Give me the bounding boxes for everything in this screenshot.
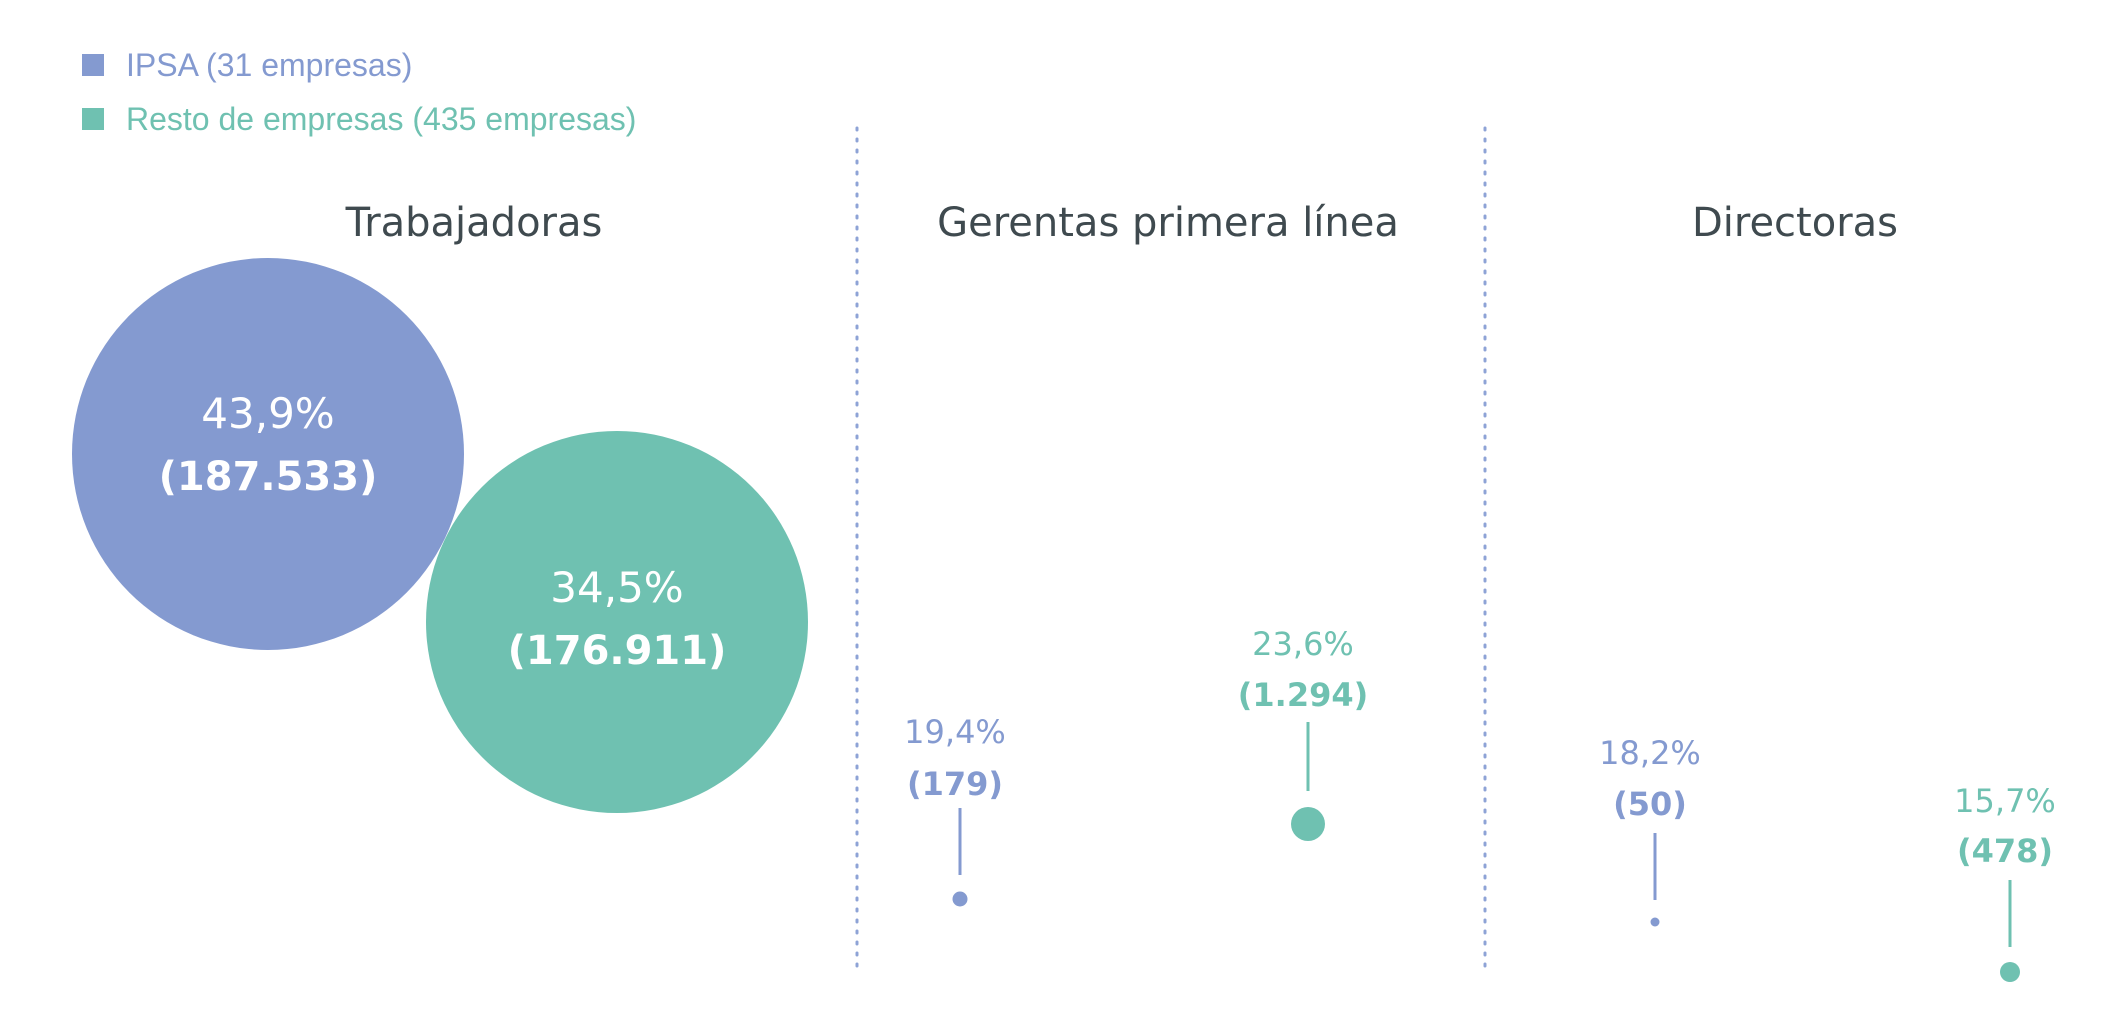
- legend-item-resto: Resto de empresas (435 empresas): [82, 92, 636, 146]
- panel-3-ipsa-percent-label: 18,2%: [1599, 734, 1701, 772]
- panel-1-resto-count-label: (176.911): [508, 628, 727, 674]
- legend-swatch-ipsa: [82, 54, 104, 76]
- panel-1-resto-bubble: [426, 431, 808, 813]
- panel-3-resto-percent-label: 15,7%: [1954, 782, 2056, 820]
- panel-2-resto-percent-label: 23,6%: [1252, 625, 1354, 663]
- panel-3-ipsa-count-label: (50): [1613, 785, 1687, 823]
- panel-2-ipsa-percent-label: 19,4%: [904, 713, 1006, 751]
- panel-1-ipsa-percent-label: 43,9%: [201, 389, 334, 438]
- panel-1-ipsa-bubble: [72, 258, 464, 650]
- panel-title-1: Trabajadoras: [345, 200, 603, 246]
- legend-swatch-resto: [82, 108, 104, 130]
- panel-3-resto-count-label: (478): [1957, 832, 2053, 870]
- panel-3-resto-dot: [2000, 962, 2020, 982]
- panel-2-ipsa-count-label: (179): [907, 765, 1003, 803]
- legend-item-ipsa: IPSA (31 empresas): [82, 38, 636, 92]
- panel-2-resto-count-label: (1.294): [1238, 676, 1368, 714]
- panel-3-ipsa-dot: [1650, 917, 1660, 927]
- panel-1-ipsa-count-label: (187.533): [159, 454, 378, 500]
- panel-title-3: Directoras: [1692, 200, 1898, 246]
- legend: IPSA (31 empresas) Resto de empresas (43…: [82, 38, 636, 146]
- legend-label-resto: Resto de empresas (435 empresas): [126, 100, 637, 137]
- panel-2-ipsa-dot: [952, 891, 968, 907]
- legend-label-ipsa: IPSA (31 empresas): [126, 46, 413, 83]
- panel-2-resto-dot: [1291, 807, 1325, 841]
- panel-title-2: Gerentas primera línea: [937, 200, 1399, 246]
- panel-1-resto-percent-label: 34,5%: [550, 563, 683, 612]
